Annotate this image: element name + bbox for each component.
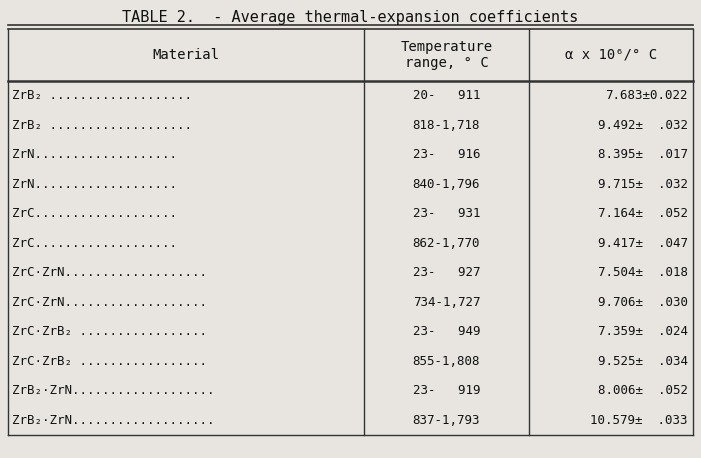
Text: 8.006±  .052: 8.006± .052 bbox=[598, 384, 688, 397]
Text: 9.525±  .034: 9.525± .034 bbox=[598, 355, 688, 368]
Text: 7.504±  .018: 7.504± .018 bbox=[598, 266, 688, 279]
Text: ZrB₂·ZrN...................: ZrB₂·ZrN................... bbox=[12, 384, 215, 397]
Text: Temperature: Temperature bbox=[400, 40, 493, 54]
Text: 840-1,796: 840-1,796 bbox=[413, 178, 480, 191]
Text: 23-   931: 23- 931 bbox=[413, 207, 480, 220]
Text: 23-   927: 23- 927 bbox=[413, 266, 480, 279]
Text: 818-1,718: 818-1,718 bbox=[413, 119, 480, 132]
Text: ZrB₂ ...................: ZrB₂ ................... bbox=[12, 119, 192, 132]
Text: 9.715±  .032: 9.715± .032 bbox=[598, 178, 688, 191]
Text: 862-1,770: 862-1,770 bbox=[413, 237, 480, 250]
Text: ZrB₂·ZrN...................: ZrB₂·ZrN................... bbox=[12, 414, 215, 427]
Text: ZrC·ZrN...................: ZrC·ZrN................... bbox=[12, 266, 207, 279]
Text: α x 10⁶/° C: α x 10⁶/° C bbox=[565, 48, 657, 62]
Text: 8.395±  .017: 8.395± .017 bbox=[598, 148, 688, 161]
Text: TABLE 2.  - Average thermal-expansion coefficients: TABLE 2. - Average thermal-expansion coe… bbox=[122, 10, 578, 25]
Text: 837-1,793: 837-1,793 bbox=[413, 414, 480, 427]
Text: ZrC·ZrB₂ .................: ZrC·ZrB₂ ................. bbox=[12, 355, 207, 368]
Text: 9.417±  .047: 9.417± .047 bbox=[598, 237, 688, 250]
Text: 9.492±  .032: 9.492± .032 bbox=[598, 119, 688, 132]
Text: 7.683±0.022: 7.683±0.022 bbox=[606, 89, 688, 102]
Text: 23-   916: 23- 916 bbox=[413, 148, 480, 161]
Text: ZrC·ZrB₂ .................: ZrC·ZrB₂ ................. bbox=[12, 325, 207, 338]
Text: ZrN...................: ZrN................... bbox=[12, 148, 177, 161]
Text: 20-   911: 20- 911 bbox=[413, 89, 480, 102]
Text: 23-   949: 23- 949 bbox=[413, 325, 480, 338]
Text: ZrC...................: ZrC................... bbox=[12, 237, 177, 250]
Text: ZrB₂ ...................: ZrB₂ ................... bbox=[12, 89, 192, 102]
Text: ZrC·ZrN...................: ZrC·ZrN................... bbox=[12, 296, 207, 309]
Text: 7.164±  .052: 7.164± .052 bbox=[598, 207, 688, 220]
Text: 734-1,727: 734-1,727 bbox=[413, 296, 480, 309]
Text: range, ° C: range, ° C bbox=[404, 56, 489, 70]
Text: ZrC...................: ZrC................... bbox=[12, 207, 177, 220]
Text: 10.579±  .033: 10.579± .033 bbox=[590, 414, 688, 427]
Text: 23-   919: 23- 919 bbox=[413, 384, 480, 397]
Text: 9.706±  .030: 9.706± .030 bbox=[598, 296, 688, 309]
Text: Material: Material bbox=[153, 48, 219, 62]
Text: 855-1,808: 855-1,808 bbox=[413, 355, 480, 368]
Text: 7.359±  .024: 7.359± .024 bbox=[598, 325, 688, 338]
Text: ZrN...................: ZrN................... bbox=[12, 178, 177, 191]
